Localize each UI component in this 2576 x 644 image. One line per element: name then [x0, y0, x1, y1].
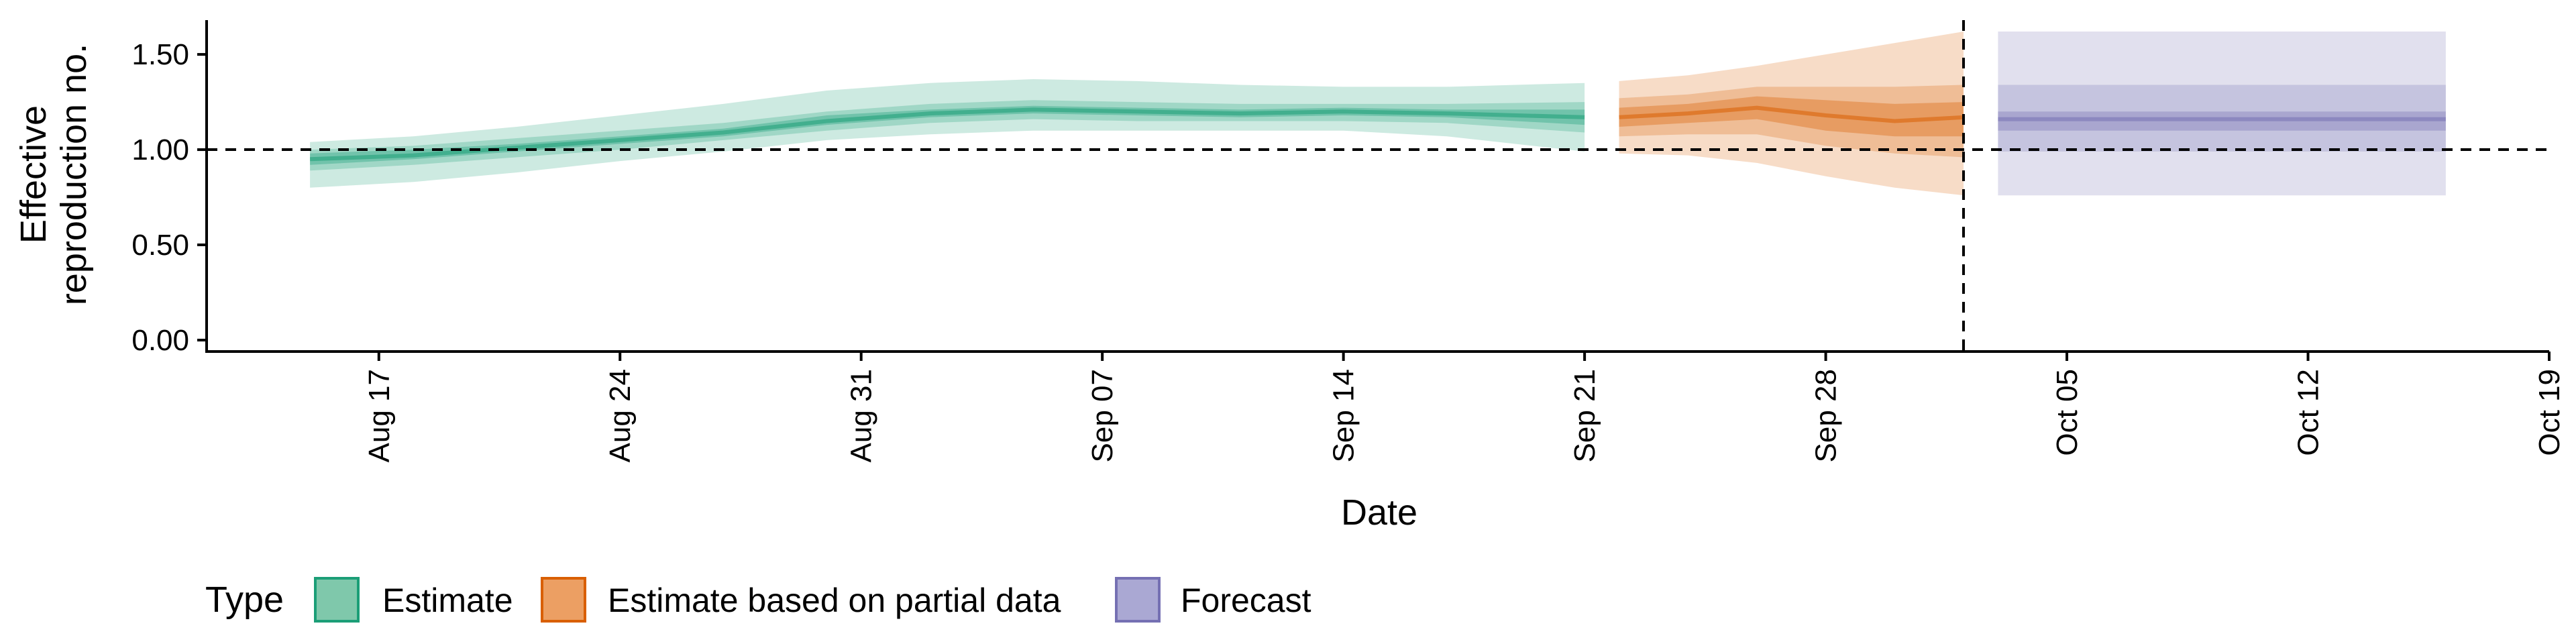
legend-label-estimate: Estimate — [382, 582, 513, 619]
y-axis-title-line-1: Effective — [13, 105, 54, 244]
legend-label-forecast: Forecast — [1181, 582, 1311, 619]
legend-key-estimate — [314, 577, 360, 623]
estimate-mid-interval — [310, 100, 1585, 171]
y-axis-title-line-2: reproduction no. — [54, 44, 94, 305]
estimate-median-line — [309, 107, 1585, 162]
x-tick-label: Oct 12 — [2292, 369, 2325, 456]
legend-label-partial: Estimate based on partial data — [608, 582, 1061, 619]
estimate-outer-interval — [310, 79, 1585, 188]
x-tick-label: Aug 31 — [845, 369, 878, 462]
y-axis-ticks: 0.00 0.50 1.00 1.50 — [131, 38, 207, 357]
x-tick-label: Aug 24 — [604, 369, 637, 462]
legend: Type Estimate Estimate based on partial … — [205, 577, 1311, 623]
y-tick-label: 1.50 — [131, 38, 189, 71]
x-tick-label: Oct 05 — [2051, 369, 2084, 456]
x-tick-label: Sep 14 — [1328, 369, 1360, 462]
estimate-based-on-partial-data-mid-interval — [1619, 85, 1964, 158]
x-tick-label: Sep 21 — [1568, 369, 1601, 462]
x-tick-label: Sep 28 — [1810, 369, 1843, 462]
forecast-outer-interval — [1998, 32, 2446, 196]
y-tick-label: 1.00 — [131, 133, 189, 166]
ribbons-layer — [309, 32, 2446, 196]
estimate-based-on-partial-data-inner-interval — [1619, 96, 1964, 137]
legend-key-forecast — [1115, 577, 1161, 623]
y-tick-label: 0.00 — [131, 324, 189, 357]
legend-key-partial — [541, 577, 586, 623]
x-tick-label: Sep 07 — [1086, 369, 1119, 462]
legend-title: Type — [205, 580, 284, 620]
y-tick-label: 0.50 — [131, 229, 189, 262]
series-estimate — [309, 79, 1585, 188]
x-tick-label: Aug 17 — [363, 369, 396, 462]
x-tick-label: Oct 19 — [2533, 369, 2566, 456]
x-axis-title: Date — [1341, 492, 1417, 533]
x-axis-ticks: Aug 17 Aug 24 Aug 31 Sep 07 Sep 14 Sep 21 Sep … — [363, 352, 2566, 462]
series-forecast — [1998, 32, 2446, 196]
estimate-based-on-partial-data-median-line — [1619, 105, 1964, 123]
series-estimate-based-on-partial-data — [1619, 32, 1964, 196]
